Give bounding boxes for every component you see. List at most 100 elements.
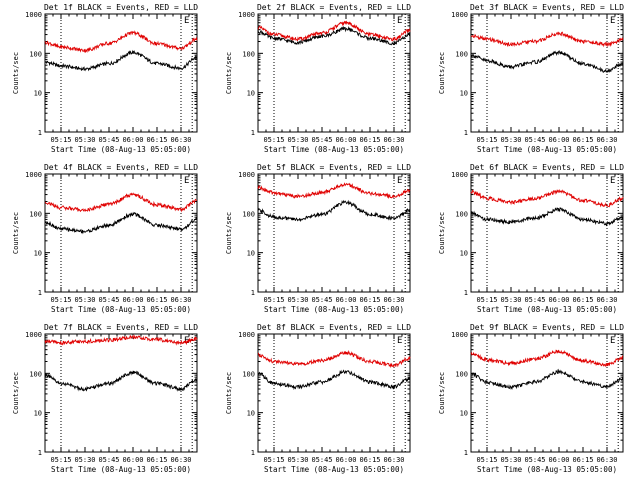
x-tick-label: 05:15 [50,456,71,464]
y-tick-label: 1 [251,129,255,137]
series-lld-line [44,30,198,54]
x-tick-label: 05:45 [311,456,332,464]
y-tick-label: 10 [247,90,255,98]
y-tick-label: 1 [251,449,255,457]
y-tick-label: 10 [34,250,42,258]
y-tick-label: 100 [29,370,42,378]
series-events-line [470,206,624,227]
plot-frame [257,173,411,293]
x-tick-label: 06:30 [170,296,191,304]
panel-title: Det 5f BLACK = Events, RED = LLD [257,163,411,172]
x-tick-label: 05:15 [476,136,497,144]
series-lld-line [470,189,624,208]
x-tick-label: 05:45 [98,456,119,464]
series-events-line [470,50,624,74]
panel-title: Det 6f BLACK = Events, RED = LLD [470,163,624,172]
y-tick-label: 100 [242,50,255,58]
x-tick-label: 05:45 [524,296,545,304]
x-tick-label: 06:15 [146,136,167,144]
y-tick-label: 10 [34,410,42,418]
x-tick-label: 06:00 [548,136,569,144]
interval-marker-label: E [184,176,189,186]
x-tick-label: 05:45 [98,296,119,304]
x-axis-label: Start Time (08-Aug-13 05:05:00) [51,465,191,474]
x-tick-label: 05:15 [263,296,284,304]
y-tick-label: 10 [460,410,468,418]
y-tick-label: 1 [464,129,468,137]
series-lld-line [470,31,624,48]
y-axis-label: Counts/sec [438,212,446,254]
x-tick-label: 05:30 [500,456,521,464]
series-lld-line [44,192,198,213]
x-axis-label: Start Time (08-Aug-13 05:05:00) [264,465,404,474]
x-tick-label: 05:45 [98,136,119,144]
y-tick-label: 1000 [238,171,255,179]
panel-title: Det 8f BLACK = Events, RED = LLD [257,323,411,332]
x-tick-label: 05:30 [287,456,308,464]
interval-marker-label: E [610,16,615,26]
x-axis-label: Start Time (08-Aug-13 05:05:00) [477,305,617,314]
y-tick-label: 100 [455,210,468,218]
panel-det-2f: Det 2f BLACK = Events, RED = LLD 1 10 100 10… [225,3,411,154]
panel-title: Det 3f BLACK = Events, RED = LLD [470,3,624,12]
plot-frame [470,333,624,453]
series-events-line [470,368,624,391]
y-tick-label: 1000 [451,11,468,19]
x-tick-label: 05:45 [524,456,545,464]
y-axis-label: Counts/sec [225,52,233,94]
series-lld-line [257,20,411,42]
panel-title: Det 9f BLACK = Events, RED = LLD [470,323,624,332]
plot-frame [257,13,411,133]
x-tick-label: 06:00 [335,136,356,144]
y-tick-label: 1 [464,449,468,457]
y-tick-label: 10 [247,410,255,418]
x-axis-label: Start Time (08-Aug-13 05:05:00) [51,305,191,314]
interval-marker-label: E [184,336,189,346]
y-tick-label: 10 [460,250,468,258]
series-events-line [257,369,411,391]
y-tick-label: 10 [247,250,255,258]
y-tick-label: 100 [455,50,468,58]
x-tick-label: 06:00 [335,296,356,304]
x-tick-label: 06:30 [596,456,617,464]
interval-marker-label: E [610,176,615,186]
y-axis-label: Counts/sec [438,52,446,94]
x-axis-label: Start Time (08-Aug-13 05:05:00) [264,305,404,314]
panel-det-4f: Det 4f BLACK = Events, RED = LLD 1 10 100 10… [12,163,198,314]
plot-frame [44,333,198,453]
plot-frame [470,173,624,293]
series-events-line [257,199,411,223]
interval-marker-label: E [397,16,402,26]
x-tick-label: 06:30 [170,456,191,464]
series-lld-line [44,334,198,346]
y-tick-label: 1000 [25,331,42,339]
x-tick-label: 06:15 [572,456,593,464]
series-events-line [44,49,198,72]
panel-title: Det 7f BLACK = Events, RED = LLD [44,323,198,332]
y-axis-label: Counts/sec [12,52,20,94]
y-tick-label: 100 [29,210,42,218]
x-tick-label: 06:30 [170,136,191,144]
series-events-line [257,25,411,46]
x-tick-label: 06:15 [359,456,380,464]
y-tick-label: 1000 [238,11,255,19]
x-tick-label: 05:15 [50,296,71,304]
y-tick-label: 100 [242,210,255,218]
x-tick-label: 06:00 [122,136,143,144]
x-tick-label: 05:15 [50,136,71,144]
x-tick-label: 05:30 [500,296,521,304]
x-tick-label: 06:30 [383,136,404,144]
x-tick-label: 06:15 [572,136,593,144]
panel-det-7f: Det 7f BLACK = Events, RED = LLD 1 10 100 10… [12,323,198,474]
x-tick-label: 06:00 [335,456,356,464]
y-tick-label: 10 [34,90,42,98]
series-lld-line [470,349,624,368]
x-tick-label: 05:30 [74,136,95,144]
plot-frame [257,333,411,453]
y-tick-label: 1 [38,289,42,297]
x-tick-label: 06:15 [572,296,593,304]
y-tick-label: 1000 [451,171,468,179]
panel-det-9f: Det 9f BLACK = Events, RED = LLD 1 10 100 10… [438,323,624,474]
x-tick-label: 06:00 [122,296,143,304]
interval-marker-label: E [610,336,615,346]
